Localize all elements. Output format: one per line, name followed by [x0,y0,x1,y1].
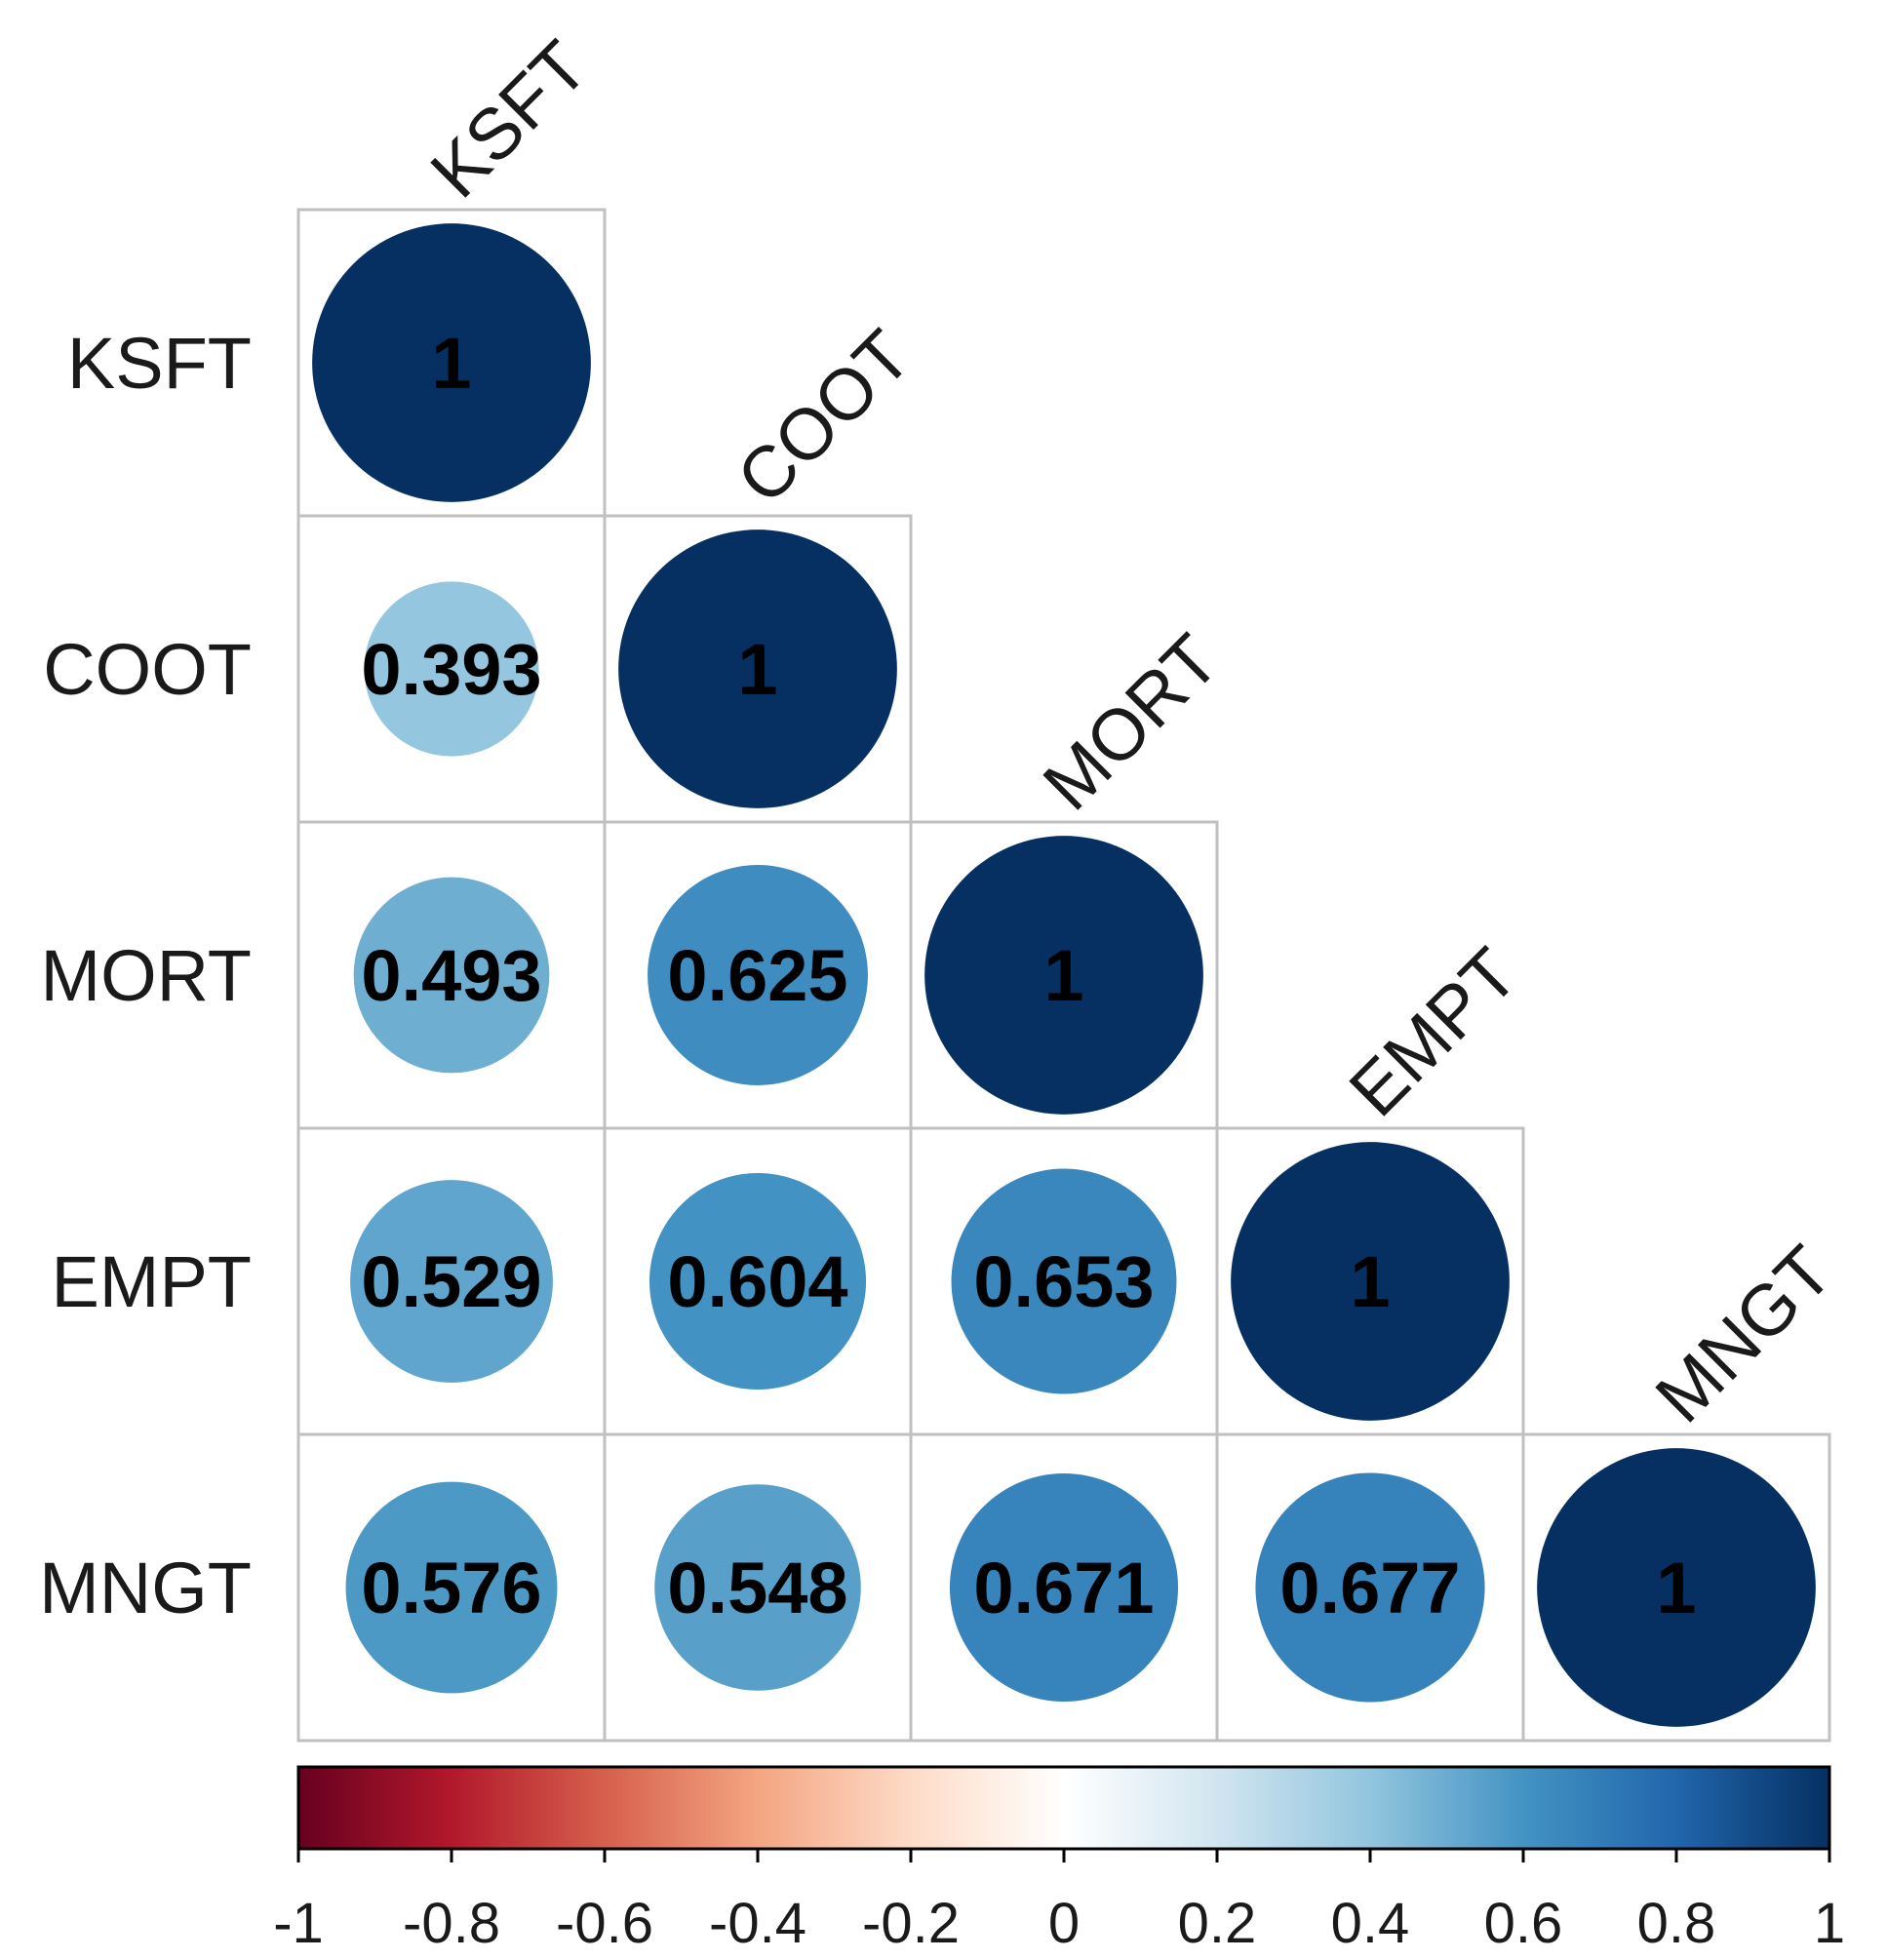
col-label-coot: COOT [722,314,926,519]
row-label-mort: MORT [40,935,252,1016]
colorbar-tick-label: -1 [273,1892,324,1955]
corr-circle-mngt-coot [654,1484,861,1691]
corr-circle-mngt-mort [949,1472,1179,1703]
colorbar-tick-label: 0.6 [1484,1892,1563,1955]
colorbar: -1 -0.8 -0.6 -0.4 -0.2 0 0.2 0.4 0.6 0.8 1 [273,1765,1845,1955]
circles [312,223,1816,1727]
corr-circle-empt-ksft [350,1180,553,1383]
corr-value-mngt-mort: 0.671 [973,1548,1154,1628]
colorbar-tick-label: 0 [1048,1892,1080,1955]
corr-circle-mort-coot [648,865,868,1085]
corr-circle-empt-coot [649,1172,867,1391]
col-label-mngt: MNGT [1640,1231,1848,1438]
corr-circle-empt-mort [951,1168,1177,1394]
corr-value-coot-ksft: 0.393 [361,629,541,710]
corr-value-mngt-coot: 0.548 [667,1548,847,1628]
col-label-ksft: KSFT [415,25,603,213]
corr-circle-mort-mort [924,836,1203,1115]
corr-circle-mngt-mngt [1537,1448,1816,1727]
corr-value-empt-mort: 0.653 [973,1241,1154,1322]
corr-value-mngt-ksft: 0.576 [361,1548,541,1628]
col-label-mort: MORT [1028,619,1235,826]
colorbar-tick-label: -0.2 [862,1892,960,1955]
value-labels: 1 0.393 1 0.493 0.625 1 0.529 0.604 0.653 1 0.576 0… [361,323,1696,1628]
corr-circle-empt-empt [1231,1142,1510,1421]
corr-value-mort-mort: 1 [1043,935,1083,1016]
colorbar-tick-label: 0.4 [1331,1892,1410,1955]
corr-value-empt-empt: 1 [1350,1241,1390,1322]
corr-value-mort-coot: 0.625 [667,935,847,1016]
row-label-ksft: KSFT [67,323,252,404]
colorbar-tick-label: 0.2 [1178,1892,1257,1955]
corr-circle-mngt-empt [1255,1472,1485,1703]
row-labels: KSFT COOT MORT EMPT MNGT [39,323,252,1628]
corr-circle-mort-ksft [353,877,550,1074]
colorbar-tick-label: -0.4 [709,1892,806,1955]
corr-circle-mngt-ksft [345,1481,558,1694]
corr-value-ksft-ksft: 1 [431,323,471,404]
corr-circle-coot-ksft [364,581,539,757]
corr-value-mngt-mngt: 1 [1656,1548,1696,1628]
row-label-empt: EMPT [51,1241,252,1322]
corr-value-empt-ksft: 0.529 [361,1241,541,1322]
corr-circle-coot-coot [618,529,897,808]
colorbar-tick-label: -0.6 [556,1892,653,1955]
colorbar-tick-label: 0.8 [1637,1892,1716,1955]
row-label-mngt: MNGT [39,1548,252,1628]
corr-circle-ksft-ksft [312,223,591,502]
corr-value-empt-coot: 0.604 [667,1241,847,1322]
row-label-coot: COOT [43,629,252,710]
col-label-empt: EMPT [1334,932,1533,1131]
corr-value-mngt-empt: 0.677 [1279,1548,1460,1628]
corr-value-mort-ksft: 0.493 [361,935,541,1016]
colorbar-gradient [296,1765,1831,1851]
colorbar-tick-label: 1 [1814,1892,1845,1955]
corr-value-coot-coot: 1 [737,629,777,710]
colorbar-tick-label: -0.8 [403,1892,500,1955]
